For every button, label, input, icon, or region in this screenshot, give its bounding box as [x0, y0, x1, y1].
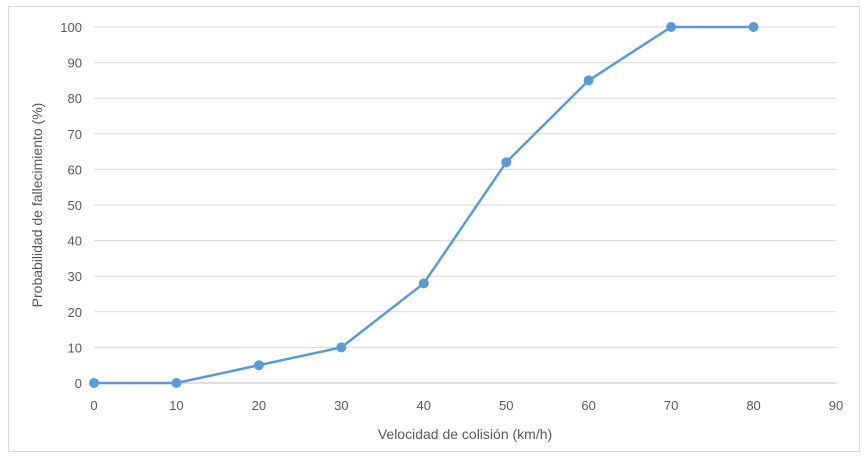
x-tick-label: 10 — [169, 398, 183, 413]
data-point — [748, 22, 759, 32]
x-axis-label: Velocidad de colisión (km/h) — [378, 426, 552, 442]
y-tick-label: 70 — [68, 127, 82, 142]
x-tick-label: 30 — [334, 398, 348, 413]
y-tick-label: 40 — [68, 234, 82, 249]
y-tick-label: 80 — [68, 91, 82, 106]
data-point — [501, 157, 512, 168]
x-tick-label: 0 — [90, 398, 97, 413]
x-tick-labels: 0 10 20 30 40 50 60 70 80 90 — [90, 398, 843, 413]
y-tick-label: 10 — [68, 340, 82, 355]
data-point — [583, 75, 594, 86]
x-tick-label: 50 — [499, 398, 513, 413]
gridlines — [94, 26, 836, 348]
chart-frame — [8, 6, 860, 452]
x-tick-label: 90 — [829, 398, 843, 413]
data-point — [89, 378, 99, 388]
x-tick-label: 70 — [664, 398, 678, 413]
x-tick-label: 40 — [417, 398, 431, 413]
x-tick-label: 80 — [746, 398, 760, 413]
y-tick-label: 30 — [68, 269, 82, 284]
y-tick-label: 0 — [75, 376, 82, 391]
y-tick-label: 50 — [68, 198, 82, 213]
y-tick-label: 20 — [68, 305, 82, 320]
data-point — [171, 378, 182, 388]
y-tick-label: 90 — [68, 56, 82, 71]
y-tick-label: 100 — [60, 20, 82, 35]
x-tick-label: 20 — [252, 398, 266, 413]
data-point — [418, 278, 429, 289]
x-tick-label: 60 — [581, 398, 595, 413]
data-point — [666, 22, 677, 32]
data-point — [253, 360, 264, 371]
y-axis-label: Probabilidad de fallecimiento (%) — [29, 103, 45, 308]
series-group — [89, 22, 759, 388]
y-tick-label: 60 — [68, 162, 82, 177]
y-tick-labels: 0 10 20 30 40 50 60 70 80 90 100 — [60, 20, 82, 391]
data-point — [336, 342, 347, 353]
